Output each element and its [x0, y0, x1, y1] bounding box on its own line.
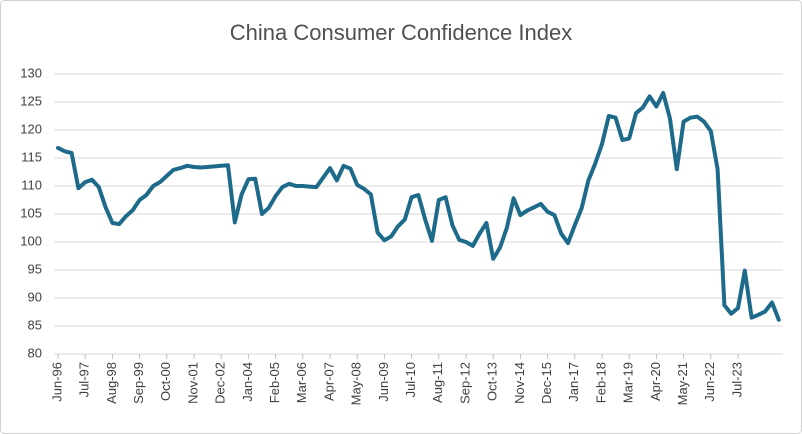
line [56, 91, 781, 322]
x-tick-label: Jul-23 [729, 362, 744, 397]
x-tick-label: Jul-10 [403, 362, 418, 397]
x-tick-label: Mar-19 [621, 362, 636, 403]
x-tick-label: Aug-11 [430, 362, 445, 403]
x-tick-label: Apr-20 [648, 362, 663, 401]
x-tick-label: May-08 [349, 362, 364, 405]
y-tick-label: 105 [20, 205, 42, 220]
x-tick-label: Jun-96 [49, 362, 64, 402]
x-tick-label: Feb-05 [267, 362, 282, 403]
chart-title: China Consumer Confidence Index [230, 20, 572, 45]
y-tick-label: 110 [21, 177, 42, 192]
y-tick-label: 120 [20, 121, 42, 136]
y-tick-label: 115 [21, 149, 42, 164]
x-tick-label: Jan-17 [566, 362, 581, 402]
y-tick-label: 130 [20, 65, 42, 80]
y-tick-label: 85 [28, 317, 42, 332]
x-tick-label: Jul-97 [77, 362, 92, 397]
x-tick-label: Feb-18 [593, 362, 608, 403]
x-tick-label: Nov-01 [185, 362, 200, 404]
x-tick-label: Oct-13 [485, 362, 500, 401]
x-tick-label: Dec-02 [213, 362, 228, 404]
x-tick-label: Apr-07 [321, 362, 336, 401]
x-tick-label: Oct-00 [158, 362, 173, 401]
x-tick-label: Jan-04 [240, 362, 255, 402]
x-tick-label: Jun-09 [376, 362, 391, 402]
x-tick-label: Nov-14 [512, 362, 527, 404]
x-tick-label: Dec-15 [539, 362, 554, 404]
x-tick-label: May-21 [675, 362, 690, 405]
x-tick-label: Sep-99 [131, 362, 146, 404]
y-tick-label: 90 [28, 289, 42, 304]
x-tick-label: Aug-98 [104, 362, 119, 404]
x-tick-label: Sep-12 [457, 362, 472, 404]
y-tick-label: 125 [20, 93, 42, 108]
y-tick-label: 80 [28, 345, 42, 360]
x-tick-label: Mar-06 [294, 362, 309, 403]
y-tick-label: 100 [20, 233, 42, 248]
x-tick-label: Jun-22 [702, 362, 717, 402]
y-tick-label: 95 [28, 261, 42, 276]
